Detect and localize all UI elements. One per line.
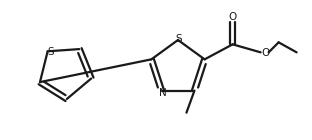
Text: S: S bbox=[176, 34, 182, 44]
Text: S: S bbox=[47, 47, 54, 57]
Text: O: O bbox=[228, 12, 237, 22]
Text: O: O bbox=[261, 48, 270, 58]
Text: N: N bbox=[159, 88, 166, 98]
